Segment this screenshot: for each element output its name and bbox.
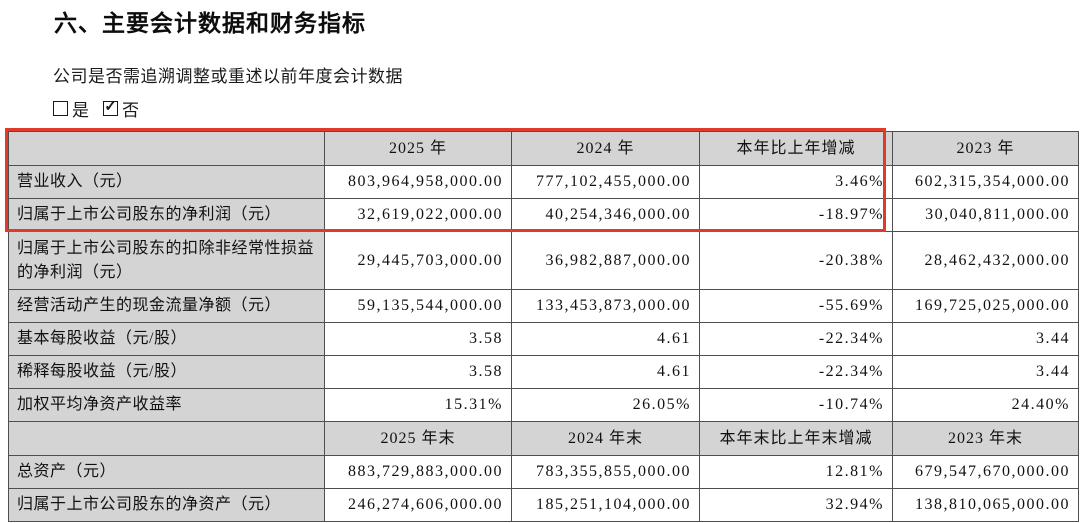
- value-2024: 783,355,855,000.00: [511, 455, 700, 489]
- value-2023: 679,547,670,000.00: [892, 455, 1079, 489]
- value-yoy: 3.46%: [699, 165, 893, 199]
- table-row-net-profit: 归属于上市公司股东的净利润（元） 32,619,022,000.00 40,25…: [8, 198, 1079, 232]
- value-yoy: -18.97%: [699, 198, 893, 232]
- table-row-diluted-eps: 稀释每股收益（元/股） 3.58 4.61 -22.34% 3.44: [8, 355, 1079, 389]
- row-label: 总资产（元）: [8, 455, 325, 489]
- header-2023-end: 2023 年末: [892, 421, 1079, 456]
- table-row-year-header: 2025 年 2024 年 本年比上年增减 2023 年: [8, 131, 1079, 166]
- value-2023: 3.44: [892, 355, 1079, 389]
- header-blank-cell: [8, 131, 325, 166]
- value-2023: 138,810,065,000.00: [892, 488, 1079, 522]
- value-yoy: -10.74%: [699, 388, 893, 422]
- checkbox-unchecked-icon: [53, 101, 68, 116]
- value-yoy: 12.81%: [699, 455, 893, 489]
- value-2025: 15.31%: [324, 388, 512, 422]
- row-label: 归属于上市公司股东的净利润（元）: [8, 198, 325, 232]
- header-blank-cell: [8, 421, 325, 456]
- row-label: 加权平均净资产收益率: [8, 388, 325, 422]
- table-row-net-assets: 归属于上市公司股东的净资产（元） 246,274,606,000.00 185,…: [8, 488, 1079, 522]
- header-end-yoy-change: 本年末比上年末增减: [699, 421, 893, 456]
- financial-indicators-table: 2025 年 2024 年 本年比上年增减 2023 年 营业收入（元） 803…: [8, 131, 1079, 522]
- value-yoy: -22.34%: [699, 355, 893, 389]
- checkbox-no[interactable]: ✓ 否: [103, 96, 139, 121]
- value-yoy: -20.38%: [699, 231, 893, 290]
- value-2024: 40,254,346,000.00: [511, 198, 700, 232]
- check-mark-icon: ✓: [104, 99, 117, 115]
- checkbox-yes-label: 是: [72, 101, 89, 120]
- table-row-weighted-avg-roe: 加权平均净资产收益率 15.31% 26.05% -10.74% 24.40%: [8, 388, 1079, 422]
- header-2024-end: 2024 年末: [511, 421, 700, 456]
- header-yoy-change: 本年比上年增减: [699, 131, 893, 166]
- value-2024: 4.61: [511, 322, 700, 356]
- checkbox-no-label: 否: [122, 101, 139, 120]
- value-2024: 36,982,887,000.00: [511, 231, 700, 290]
- value-2023: 602,315,354,000.00: [892, 165, 1079, 199]
- header-2024: 2024 年: [511, 131, 700, 166]
- value-2025: 246,274,606,000.00: [324, 488, 512, 522]
- value-2024: 185,251,104,000.00: [511, 488, 700, 522]
- value-2023: 28,462,432,000.00: [892, 231, 1079, 290]
- value-2025: 32,619,022,000.00: [324, 198, 512, 232]
- section-title: 六、主要会计数据和财务指标: [54, 11, 366, 36]
- value-2024: 777,102,455,000.00: [511, 165, 700, 199]
- restatement-question: 公司是否需追溯调整或重述以前年度会计数据: [53, 67, 403, 86]
- row-label: 营业收入（元）: [8, 165, 325, 199]
- value-2025: 3.58: [324, 355, 512, 389]
- row-label: 稀释每股收益（元/股）: [8, 355, 325, 389]
- row-label: 基本每股收益（元/股）: [8, 322, 325, 356]
- value-2024: 26.05%: [511, 388, 700, 422]
- checkbox-yes[interactable]: 是: [53, 96, 89, 121]
- value-2023: 169,725,025,000.00: [892, 289, 1079, 323]
- value-yoy: -22.34%: [699, 322, 893, 356]
- value-2025: 883,729,883,000.00: [324, 455, 512, 489]
- row-label: 归属于上市公司股东的净资产（元）: [8, 488, 325, 522]
- header-2025-end: 2025 年末: [324, 421, 512, 456]
- restatement-options: 是 ✓ 否: [53, 96, 139, 121]
- table-row-revenue: 营业收入（元） 803,964,958,000.00 777,102,455,0…: [8, 165, 1079, 199]
- value-2024: 4.61: [511, 355, 700, 389]
- checkbox-checked-icon: ✓: [103, 99, 118, 116]
- table-row-total-assets: 总资产（元） 883,729,883,000.00 783,355,855,00…: [8, 455, 1079, 489]
- row-label: 归属于上市公司股东的扣除非经常性损益的净利润（元）: [8, 231, 325, 290]
- value-2025: 3.58: [324, 322, 512, 356]
- value-2025: 59,135,544,000.00: [324, 289, 512, 323]
- header-2025: 2025 年: [324, 131, 512, 166]
- value-yoy: 32.94%: [699, 488, 893, 522]
- value-2023: 3.44: [892, 322, 1079, 356]
- table-row-net-profit-excl-nonrecurring: 归属于上市公司股东的扣除非经常性损益的净利润（元） 29,445,703,000…: [8, 231, 1079, 290]
- table-row-basic-eps: 基本每股收益（元/股） 3.58 4.61 -22.34% 3.44: [8, 322, 1079, 356]
- row-label: 经营活动产生的现金流量净额（元）: [8, 289, 325, 323]
- value-2025: 29,445,703,000.00: [324, 231, 512, 290]
- value-2023: 24.40%: [892, 388, 1079, 422]
- value-2025: 803,964,958,000.00: [324, 165, 512, 199]
- value-yoy: -55.69%: [699, 289, 893, 323]
- table-row-operating-cash-flow: 经营活动产生的现金流量净额（元） 59,135,544,000.00 133,4…: [8, 289, 1079, 323]
- table-row-period-end-header: 2025 年末 2024 年末 本年末比上年末增减 2023 年末: [8, 421, 1079, 456]
- header-2023: 2023 年: [892, 131, 1079, 166]
- value-2023: 30,040,811,000.00: [892, 198, 1079, 232]
- value-2024: 133,453,873,000.00: [511, 289, 700, 323]
